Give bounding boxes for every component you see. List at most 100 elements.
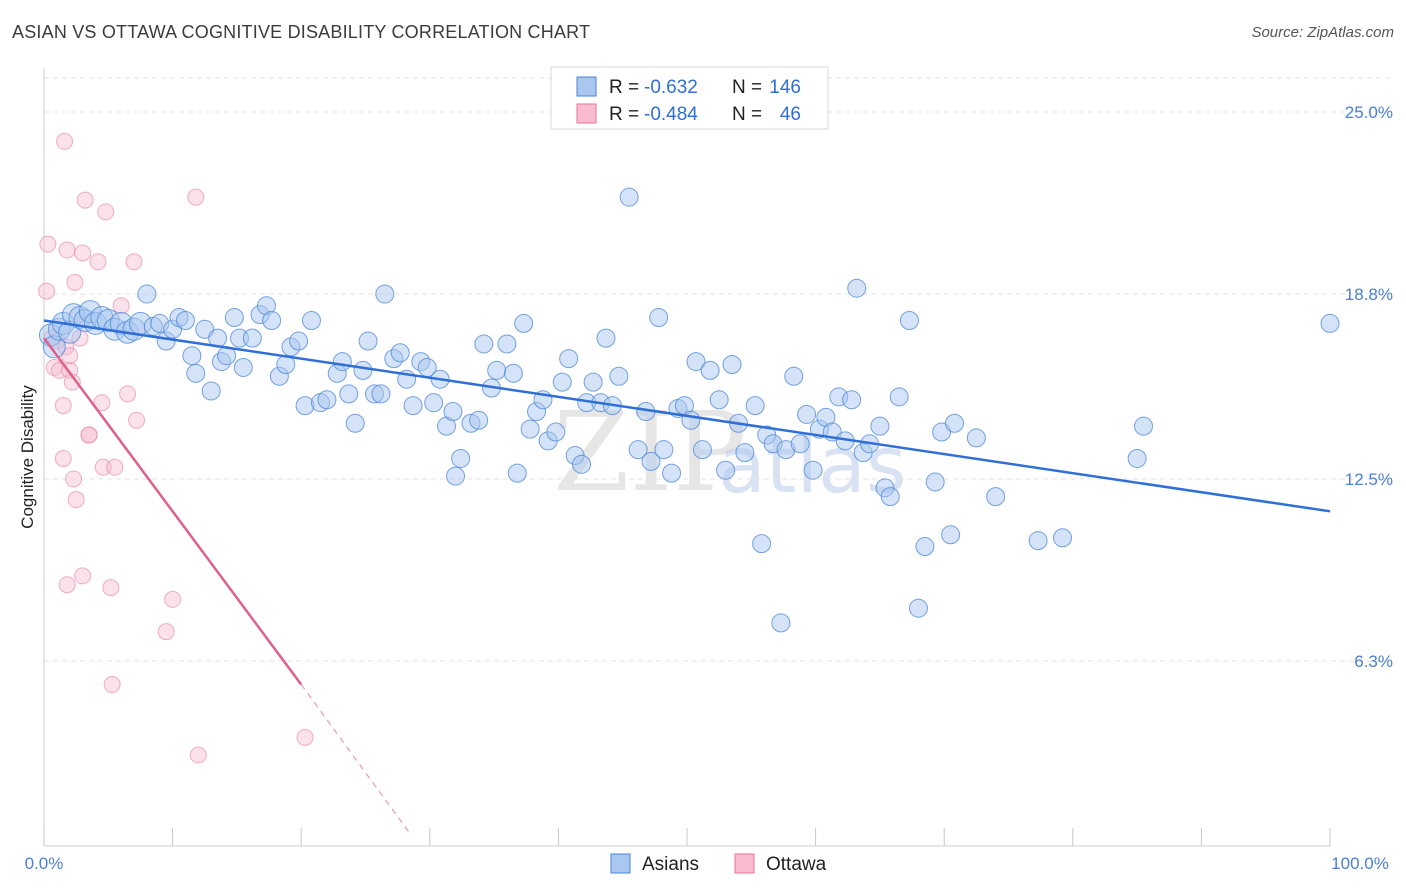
asian-point <box>944 413 964 433</box>
asian-point <box>301 310 321 330</box>
ottawa-point <box>58 576 76 594</box>
asian-point <box>654 440 674 460</box>
ottawa-point <box>38 282 56 300</box>
asian-point <box>752 534 772 554</box>
asian-point <box>559 349 579 369</box>
asian-point <box>242 328 262 348</box>
ottawa-point <box>56 132 74 150</box>
asian-point <box>986 487 1006 507</box>
asian-point <box>915 537 935 557</box>
ottawa-point <box>74 244 92 262</box>
asian-point <box>1320 313 1340 333</box>
ottawa-point <box>67 491 85 509</box>
asian-point <box>649 308 669 328</box>
asian-point <box>686 352 706 372</box>
asian-point <box>771 613 791 633</box>
asian-point <box>317 390 337 410</box>
ottawa-point <box>102 579 120 597</box>
asian-point <box>735 443 755 463</box>
legend-r-value-2: -0.484 <box>644 104 698 125</box>
asian-point <box>469 410 489 430</box>
asian-point <box>1028 531 1048 551</box>
legend-n-value-2: 46 <box>780 104 801 125</box>
asian-point <box>262 310 282 330</box>
ottawa-point <box>128 411 146 429</box>
x-ticks <box>43 828 1331 846</box>
asian-point <box>546 422 566 442</box>
legend-bottom-swatch-ottawa <box>734 853 755 874</box>
ottawa-point <box>39 235 57 253</box>
x-tick-label-min: 0.0% <box>25 854 64 873</box>
asian-point <box>1134 416 1154 436</box>
asian-point <box>358 331 378 351</box>
asian-point <box>803 460 823 480</box>
ottawa-point <box>157 623 175 641</box>
asian-point <box>1127 448 1147 468</box>
ottawa-point <box>97 203 115 221</box>
asian-point <box>514 313 534 333</box>
ottawa-trend-line <box>42 337 303 686</box>
asian-point <box>966 428 986 448</box>
ottawa-point <box>189 746 207 764</box>
ottawa-point <box>103 676 121 694</box>
y-tick-labels: 6.3% 12.5% 18.8% 25.0% <box>1345 103 1393 671</box>
asian-point <box>390 343 410 363</box>
asian-point <box>332 352 352 372</box>
asian-point <box>371 384 391 404</box>
asian-point <box>289 331 309 351</box>
asian-point <box>497 334 517 354</box>
asian-point <box>700 360 720 380</box>
legend-r-value-1: -0.632 <box>644 77 698 98</box>
asian-point <box>596 328 616 348</box>
ottawa-point <box>54 397 72 415</box>
ottawa-point <box>296 728 314 746</box>
asian-point <box>790 434 810 454</box>
legend-swatch-ottawa <box>576 103 597 124</box>
asian-point <box>295 396 315 416</box>
trend-lines <box>42 319 1331 835</box>
ottawa-point <box>187 188 205 206</box>
asian-point <box>424 393 444 413</box>
asian-point <box>137 284 157 304</box>
asian-point <box>1053 528 1073 548</box>
ottawa-point <box>119 385 137 403</box>
asian-point <box>583 372 603 392</box>
ottawa-point <box>164 590 182 608</box>
asian-point <box>899 310 919 330</box>
asian-point <box>507 463 527 483</box>
legend-bottom-swatch-asians <box>610 853 631 874</box>
asian-point <box>375 284 395 304</box>
asian-point <box>520 419 540 439</box>
ottawa-point <box>80 426 98 444</box>
asians-trend-line <box>43 319 1331 513</box>
asian-point <box>880 487 900 507</box>
ottawa-point <box>74 567 92 585</box>
ottawa-point <box>65 470 83 488</box>
asian-point <box>847 278 867 298</box>
asians-series <box>38 187 1340 633</box>
asian-point <box>662 463 682 483</box>
ottawa-point <box>112 297 130 315</box>
asian-point <box>446 466 466 486</box>
asian-point <box>552 372 572 392</box>
asian-point <box>487 360 507 380</box>
asian-point <box>182 346 202 366</box>
ottawa-point <box>54 449 72 467</box>
asian-point <box>609 366 629 386</box>
asian-point <box>443 401 463 421</box>
ottawa-point <box>106 458 124 476</box>
asian-point <box>889 387 909 407</box>
asian-point <box>716 460 736 480</box>
chart-source: Source: ZipAtlas.com <box>1251 24 1394 41</box>
ottawa-point <box>94 458 112 476</box>
asian-point <box>619 187 639 207</box>
asian-point <box>186 363 206 383</box>
asian-point <box>345 413 365 433</box>
x-tick-label-max: 100.0% <box>1331 854 1389 873</box>
ottawa-point <box>61 347 79 365</box>
asian-point <box>474 334 494 354</box>
asian-point <box>784 366 804 386</box>
asian-point <box>709 390 729 410</box>
asian-point <box>201 381 221 401</box>
asian-point <box>339 384 359 404</box>
